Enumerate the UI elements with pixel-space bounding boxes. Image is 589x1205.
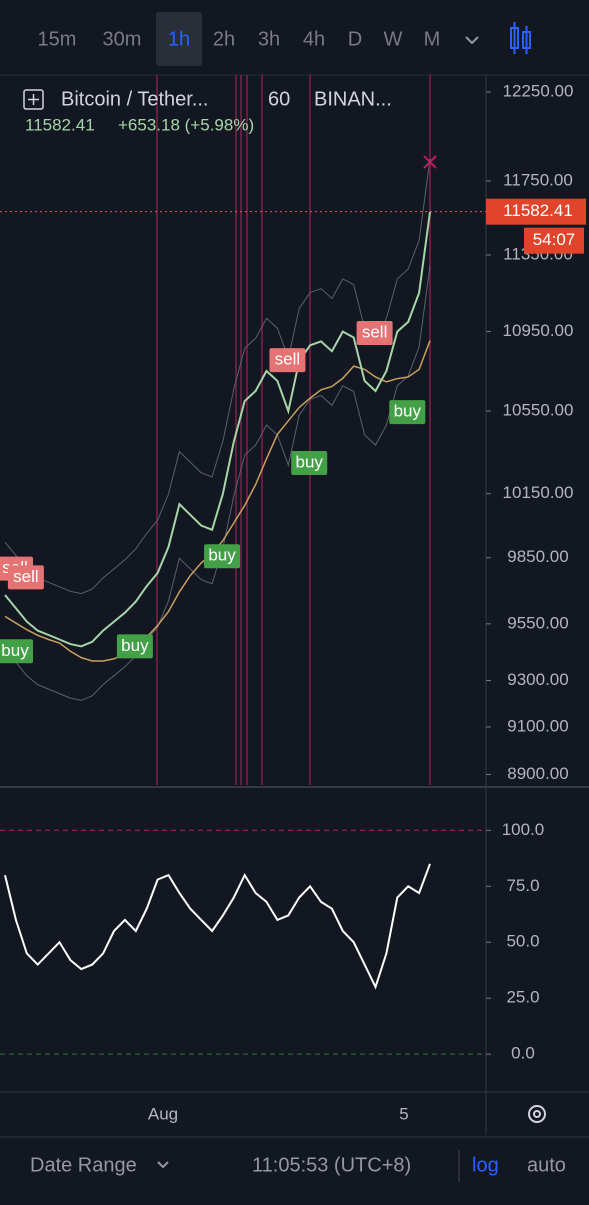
interval-button[interactable]: 2h (213, 28, 235, 50)
legend-change: +653.18 (+5.98%) (118, 115, 254, 134)
osc-tick-label: 50.0 (506, 932, 539, 951)
interval-button[interactable]: D (348, 28, 362, 50)
price-tick-label: 11750.00 (503, 170, 573, 189)
price-tick-label: 10950.00 (503, 321, 574, 340)
settings-button[interactable] (528, 1105, 546, 1123)
buy-label-bg (291, 450, 328, 475)
signal-label: sell (362, 322, 388, 341)
interval-button[interactable]: 4h (303, 28, 325, 50)
buy-label-bg (116, 634, 153, 659)
osc-tick-label: 0.0 (511, 1044, 535, 1063)
signal-label: buy (394, 402, 422, 421)
chart-style-button[interactable] (510, 22, 531, 54)
time-axis-label: 5 (399, 1104, 408, 1123)
signal-label: buy (296, 452, 324, 471)
signal-label: sell (275, 350, 301, 369)
add-symbol-button[interactable] (23, 89, 44, 110)
sell-label-bg (7, 565, 44, 590)
buy-label-bg (204, 544, 241, 569)
price-tick-label: 9550.00 (507, 613, 568, 632)
auto-toggle[interactable]: auto (527, 1154, 566, 1176)
price-tick-label: 9300.00 (507, 670, 568, 689)
interval-button[interactable]: 30m (103, 28, 142, 50)
osc-tick-label: 75.0 (506, 876, 539, 895)
last-price-badge (486, 198, 586, 225)
price-tick-label: 9100.00 (507, 716, 568, 735)
interval-button[interactable]: 15m (38, 28, 77, 50)
band-upper (4, 158, 431, 595)
price-tick-label: 12250.00 (503, 81, 574, 100)
interval-button[interactable]: W (384, 28, 403, 50)
moving-average (4, 340, 431, 662)
log-toggle[interactable]: log (472, 1154, 499, 1176)
buy-label-bg (389, 400, 426, 425)
symbol-name: Bitcoin / Tether... (61, 88, 209, 110)
signal-lines (156, 75, 431, 785)
countdown-badge (524, 227, 584, 254)
last-price-label: 11582.41 (503, 201, 573, 220)
signal-label: buy (1, 641, 29, 660)
signal-label: buy (121, 636, 149, 655)
osc-tick-label: 25.0 (506, 988, 539, 1007)
symbol-exchange: BINAN... (314, 88, 392, 110)
price-line (4, 211, 431, 648)
toolbar (0, 0, 589, 75)
active-interval-bg (156, 12, 202, 66)
time-axis-label: Aug (148, 1104, 178, 1123)
signal-label: buy (208, 546, 236, 565)
price-tick-label: 10150.00 (503, 483, 574, 502)
legend-price: 11582.41 (25, 115, 95, 134)
sell-label-bg (356, 320, 393, 345)
price-tick-label: 8900.00 (507, 764, 568, 783)
buy-label-bg (0, 639, 33, 664)
osc-line (4, 863, 431, 990)
more-intervals[interactable] (465, 36, 479, 45)
sell-label-bg (269, 348, 306, 373)
osc-tick-label: 100.0 (502, 820, 545, 839)
interval-button[interactable]: M (424, 28, 441, 50)
price-tick-label: 10550.00 (503, 401, 574, 420)
interval-button[interactable]: 1h (168, 28, 190, 50)
date-range-chevron (157, 1161, 169, 1169)
countdown-label: 54:07 (533, 230, 576, 249)
date-range-button[interactable]: Date Range (30, 1154, 137, 1176)
price-tick-label: 9850.00 (507, 547, 568, 566)
symbol-interval: 60 (268, 88, 290, 110)
signal-label: sell (13, 567, 39, 586)
clock: 11:05:53 (UTC+8) (252, 1154, 411, 1176)
interval-button[interactable]: 3h (258, 28, 280, 50)
